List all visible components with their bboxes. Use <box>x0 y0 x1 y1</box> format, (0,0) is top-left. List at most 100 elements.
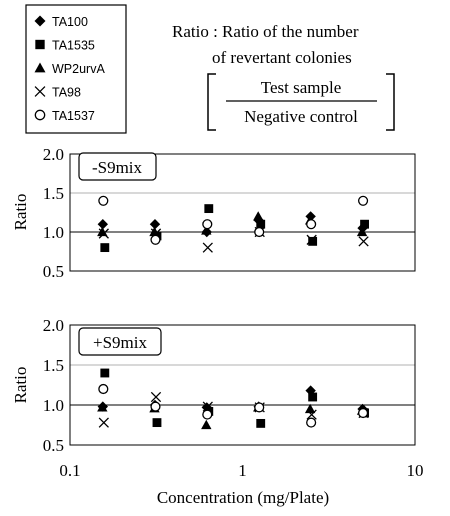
legend-marker-square <box>35 39 45 50</box>
legend-marker-circle-open-shape <box>34 109 46 121</box>
data-point-TA98-shape <box>306 409 317 420</box>
legend-marker-circle-open <box>34 109 46 121</box>
legend-label: TA1537 <box>52 109 95 123</box>
data-point-TA1537-shape <box>98 195 109 206</box>
data-point-TA98 <box>150 391 162 403</box>
ratio-note-title-line2: of revertant colonies <box>212 48 352 67</box>
data-point-TA1537 <box>202 219 213 230</box>
ratio-numerator: Test sample <box>261 78 341 97</box>
data-point-TA1537-shape <box>202 219 213 230</box>
legend-marker-x-shape <box>34 86 46 97</box>
data-point-TA1535 <box>152 418 162 428</box>
data-point-TA98 <box>202 401 213 412</box>
y-axis-label: Ratio <box>11 194 30 231</box>
data-point-TA1537 <box>306 219 317 230</box>
data-point-TA98 <box>98 228 109 239</box>
legend-label: TA1535 <box>52 39 95 53</box>
legend-marker-triangle <box>34 62 46 73</box>
legend-marker-diamond-shape <box>34 15 46 27</box>
ratio-note: Ratio : Ratio of the number of revertant… <box>172 22 395 131</box>
data-point-TA98-shape <box>98 417 109 428</box>
y-tick-label: 1.0 <box>43 396 64 415</box>
left-bracket <box>207 73 216 131</box>
data-point-TA1537-shape <box>98 383 109 395</box>
y-tick-label: 0.5 <box>43 436 64 455</box>
y-tick-label: 2.0 <box>43 316 64 335</box>
data-point-TA1535 <box>308 392 318 402</box>
plot-frame <box>69 153 416 272</box>
ratio-note-title: Ratio : Ratio of the number <box>172 22 359 41</box>
x-tick-label: 10 <box>407 461 424 480</box>
panel-minus-s9: 0.5 1.0 1.5 2.0 Ratio -S9mix <box>11 145 416 281</box>
legend: TA100 TA1535 WP2urvA TA98 TA1537 <box>25 4 127 134</box>
data-point-TA1535 <box>204 204 214 214</box>
data-point-WP2urvA-shape <box>201 225 212 235</box>
data-point-TA98 <box>306 409 317 420</box>
data-point-TA1537 <box>98 383 109 395</box>
data-point-TA1537 <box>202 409 213 420</box>
panel-label-box <box>78 327 162 356</box>
data-point-TA1537-shape <box>358 407 369 419</box>
data-point-TA1535-shape <box>100 243 110 253</box>
data-point-WP2urvA <box>356 226 368 237</box>
data-point-TA100 <box>149 219 161 230</box>
data-point-TA98-shape <box>202 401 213 412</box>
data-point-WP2urvA-shape <box>201 419 212 430</box>
data-point-TA98-shape <box>150 391 162 403</box>
data-point-TA98-shape <box>306 234 317 245</box>
data-point-WP2urvA <box>201 419 212 430</box>
data-point-TA98 <box>202 242 213 253</box>
data-point-TA1535-shape <box>256 219 266 229</box>
data-point-TA100-shape <box>149 219 161 230</box>
data-point-TA1535 <box>360 219 369 229</box>
y-tick-label: 1.0 <box>43 223 64 242</box>
data-point-TA1535-shape <box>152 418 162 428</box>
data-point-TA100 <box>97 219 109 230</box>
plot-frame <box>69 324 416 446</box>
right-bracket <box>386 73 395 131</box>
data-point-TA98 <box>98 417 109 428</box>
data-point-TA98-shape <box>202 242 213 253</box>
data-point-TA1535 <box>256 219 266 229</box>
data-point-TA1537 <box>254 402 265 413</box>
y-axis-label: Ratio <box>11 367 30 404</box>
data-point-WP2urvA <box>253 211 264 221</box>
y-tick-label: 1.5 <box>43 184 64 203</box>
data-point-WP2urvA <box>97 402 108 412</box>
panel-label: +S9mix <box>93 333 147 352</box>
data-point-TA1537 <box>254 226 265 238</box>
data-point-WP2urvA-shape <box>356 226 368 237</box>
ratio-denominator: Negative control <box>244 107 358 126</box>
data-point-WP2urvA-shape <box>97 402 108 412</box>
legend-marker-square-shape <box>35 39 45 50</box>
data-point-WP2urvA-shape <box>253 211 264 221</box>
x-tick-label: 1 <box>238 461 247 480</box>
data-point-TA1535-shape <box>256 418 266 428</box>
data-point-TA98 <box>358 236 369 247</box>
data-point-TA1537 <box>98 195 109 206</box>
data-point-TA1537 <box>150 234 161 245</box>
x-axis-label: Concentration (mg/Plate) <box>157 488 329 507</box>
data-point-TA1537-shape <box>202 409 213 420</box>
data-point-TA1535 <box>100 368 110 378</box>
legend-marker-diamond <box>34 15 46 27</box>
data-point-TA1537-shape <box>306 417 317 428</box>
data-point-TA1537-shape <box>150 234 161 245</box>
data-point-TA1535-shape <box>360 219 369 229</box>
data-point-TA98-shape <box>358 236 369 247</box>
data-point-WP2urvA <box>201 225 212 235</box>
legend-marker-x <box>34 86 46 97</box>
data-point-TA1535-shape <box>100 368 110 378</box>
data-point-TA1537-shape <box>254 402 265 413</box>
data-point-TA1535 <box>100 243 110 253</box>
legend-label: TA98 <box>52 86 81 100</box>
data-point-TA98 <box>306 234 317 245</box>
data-point-TA1537-shape <box>306 219 317 230</box>
legend-label: TA100 <box>52 15 88 29</box>
data-point-TA1537 <box>358 195 369 206</box>
legend-marker-triangle-shape <box>34 62 46 73</box>
y-tick-label: 1.5 <box>43 356 64 375</box>
data-point-TA1537 <box>358 407 369 419</box>
y-tick-label: 2.0 <box>43 145 64 164</box>
